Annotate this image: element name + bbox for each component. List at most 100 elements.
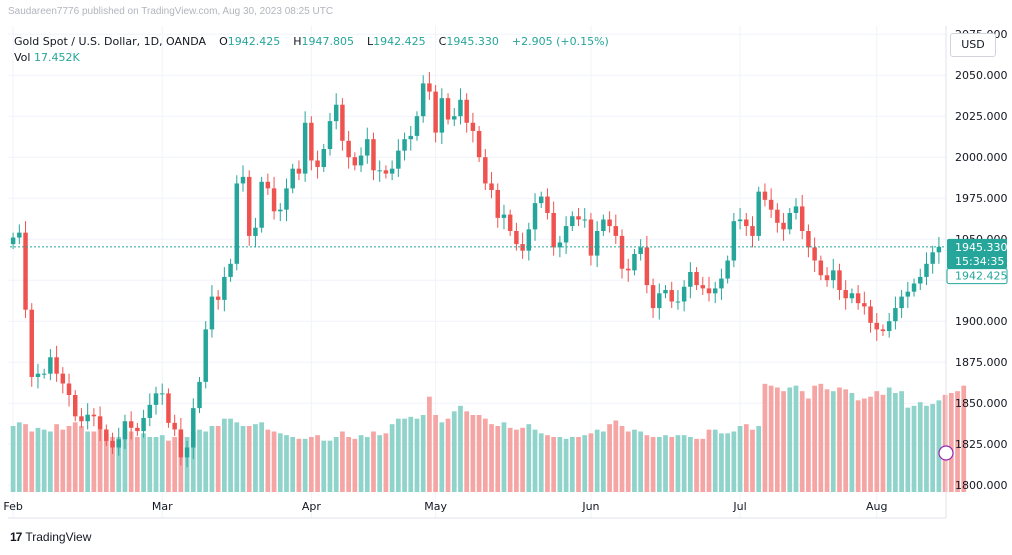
candle-body: [60, 373, 66, 384]
open-price-tag: [946, 268, 1008, 285]
volume-bar: [85, 431, 91, 492]
volume-bar: [837, 387, 842, 492]
volume-bar: [277, 433, 283, 492]
candle-body: [315, 160, 320, 168]
volume-bar: [743, 424, 749, 492]
time-tick-label: Jul: [732, 500, 746, 513]
candle-body: [104, 429, 109, 441]
volume-bar: [346, 437, 351, 492]
volume-bar: [557, 437, 563, 492]
candle-body: [911, 283, 917, 292]
volume-bar: [364, 437, 370, 492]
candle-body: [768, 199, 774, 210]
price-tick-label: 1975.000: [955, 192, 1008, 205]
volume-bar: [917, 402, 923, 492]
volume-bar: [514, 429, 519, 492]
candle-body: [831, 270, 836, 281]
volume-bar: [520, 427, 525, 492]
volume-bar: [532, 429, 538, 492]
candle-body: [936, 246, 942, 253]
volume-bar: [66, 426, 72, 492]
volume-bar: [259, 422, 265, 492]
brand-name[interactable]: TradingView: [25, 530, 92, 544]
candle-body: [886, 321, 892, 332]
candle-body: [371, 139, 376, 171]
candle-body: [234, 183, 240, 264]
volume-bar: [663, 435, 668, 492]
volume-bar: [383, 433, 389, 492]
volume-bar: [60, 429, 66, 492]
volume-bar: [638, 431, 644, 492]
event-marker-icon[interactable]: [938, 445, 954, 461]
symbol-title[interactable]: Gold Spot / U.S. Dollar, 1D, OANDA: [14, 35, 207, 48]
volume-bar: [290, 437, 296, 492]
volume-bar: [955, 391, 960, 492]
volume-bar: [545, 435, 550, 492]
candle-body: [141, 417, 146, 432]
volume-bar: [340, 431, 345, 492]
candle-body: [290, 168, 295, 189]
candle-body: [862, 303, 867, 307]
candle-body: [396, 150, 401, 169]
volume-bar: [756, 426, 762, 492]
volume-bar: [538, 433, 544, 492]
price-tick-label: 2050.000: [955, 69, 1008, 82]
candle-body: [607, 219, 612, 227]
candle-body: [85, 414, 90, 422]
candle-body: [495, 190, 500, 218]
volume-bar: [116, 437, 122, 492]
volume-bar: [893, 393, 898, 492]
candle-body: [172, 422, 177, 430]
candle-body: [228, 263, 233, 277]
time-scale: Feb Mar Apr May Jun Jul Aug: [3, 500, 887, 513]
volume-bar: [439, 422, 445, 492]
candle-body: [918, 276, 923, 284]
volume-bar: [420, 415, 426, 492]
volume-bar: [16, 422, 22, 492]
candle-body: [905, 291, 911, 297]
volume-bar: [35, 427, 41, 492]
volume-bar: [868, 396, 873, 492]
candle-body: [483, 157, 488, 184]
candle-body: [309, 122, 314, 161]
candle-body: [178, 429, 184, 458]
candle-body: [824, 275, 830, 281]
candle-body: [874, 322, 879, 330]
candle-body: [458, 99, 463, 117]
volume-bar: [861, 398, 867, 492]
candle-body: [532, 203, 538, 230]
candle-body: [128, 421, 134, 428]
candle-body: [17, 232, 22, 238]
candle-body: [706, 288, 712, 294]
change-value: +2.905 (+0.15%): [511, 35, 609, 48]
volume-bar: [128, 431, 134, 492]
candle-body: [333, 104, 339, 122]
tradingview-logo-icon[interactable]: 17: [10, 530, 22, 544]
volume-bar: [221, 418, 227, 492]
candle-body: [632, 253, 637, 271]
currency-button[interactable]: USD: [950, 33, 996, 57]
volume-bar: [41, 429, 47, 492]
volume-bar: [54, 424, 59, 492]
volume-bar: [582, 435, 588, 492]
volume-bar: [936, 400, 942, 492]
close-label: C: [438, 35, 447, 48]
price-tick-label: 1825.000: [955, 438, 1008, 451]
volume-bar: [395, 418, 401, 492]
candle-body: [663, 290, 668, 294]
volume-bar: [669, 437, 675, 492]
volume-bar: [601, 431, 606, 492]
candle-body: [930, 252, 935, 264]
candle-body: [439, 98, 445, 133]
candle-body: [433, 91, 438, 133]
candle-body: [215, 296, 221, 300]
volume-bar: [694, 438, 699, 492]
footer: 17 TradingView: [10, 530, 91, 544]
candle-body: [582, 219, 587, 221]
volume-bar: [48, 431, 53, 492]
legend: Gold Spot / U.S. Dollar, 1D, OANDA O1942…: [14, 34, 609, 66]
candle-body: [594, 231, 600, 256]
candle-body: [675, 301, 681, 303]
